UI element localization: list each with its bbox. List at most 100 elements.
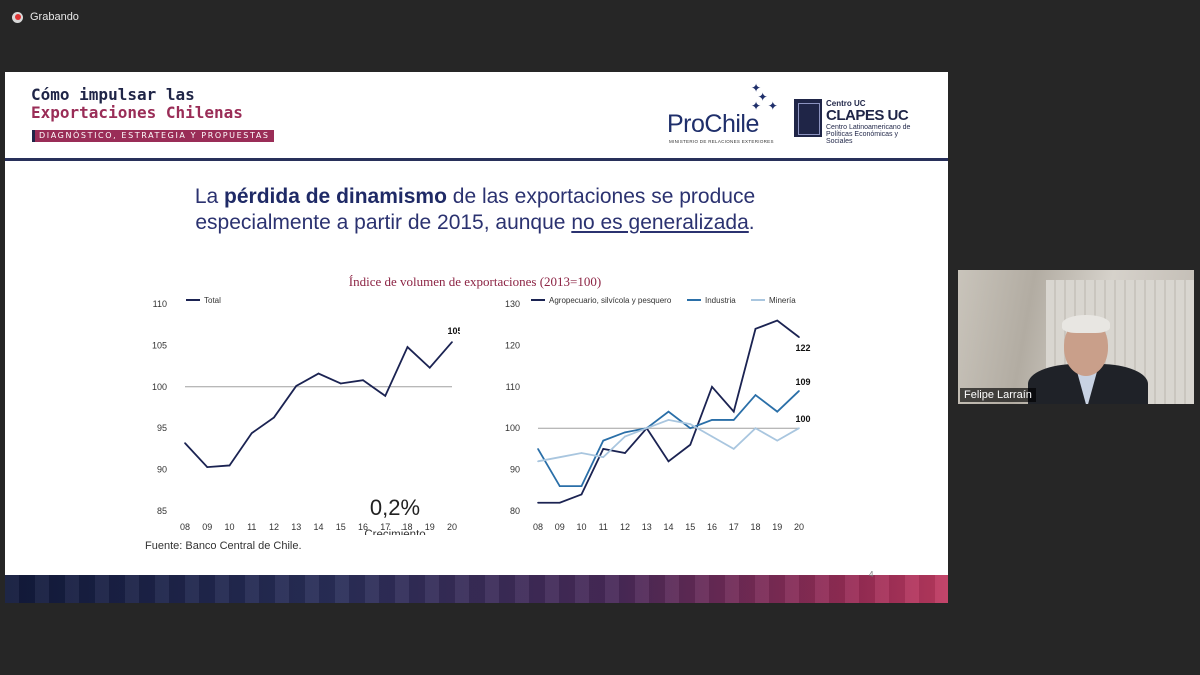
x-tick-label: 19 (772, 522, 782, 532)
data-point (362, 379, 364, 381)
data-point (776, 439, 779, 442)
data-point (580, 452, 583, 454)
legend-label: Total (204, 296, 221, 305)
brand-title: Cómo impulsar las Exportaciones Chilenas (31, 86, 243, 122)
x-tick-label: 13 (291, 522, 301, 532)
data-point (250, 432, 253, 434)
y-tick-label: 90 (510, 465, 520, 475)
recording-label: Grabando (30, 11, 79, 23)
brand-title-line1: Cómo impulsar las (31, 85, 195, 104)
y-tick-label: 80 (510, 506, 520, 516)
data-point (384, 395, 387, 397)
page-number: 4 (869, 570, 874, 579)
clapes-logo: Centro UC CLAPES UC Centro Latinoamerica… (794, 99, 924, 145)
data-point (689, 443, 692, 446)
clapes-emblem-icon (794, 99, 822, 137)
data-point (228, 464, 231, 467)
data-point (711, 435, 713, 438)
x-tick-label: 11 (247, 522, 256, 532)
data-point (624, 435, 626, 438)
sector-chart: 80 90 100 110 120 130 08 09 10 11 12 13 14 15 16 17 18 19… (505, 296, 811, 532)
clapes-description: Centro Latinoamericano de Políticas Econ… (826, 124, 911, 145)
data-point (537, 501, 539, 504)
data-point (798, 390, 800, 392)
data-point (451, 341, 453, 343)
data-point (558, 485, 561, 487)
participant-hair (1062, 315, 1110, 333)
data-point (645, 427, 648, 429)
annotation-value: 0,2% (370, 495, 420, 520)
data-point (602, 448, 605, 450)
data-point (602, 439, 605, 442)
x-tick-label: 09 (555, 522, 565, 532)
participant-video[interactable] (958, 270, 1194, 404)
data-point (184, 442, 186, 444)
x-tick-label: 16 (358, 522, 368, 532)
data-point (689, 427, 692, 429)
end-value-label: 122 (795, 343, 810, 353)
participant-name-label: Felipe Larraín (960, 388, 1036, 402)
x-tick-label: 12 (620, 522, 630, 532)
x-tick-label: 10 (576, 522, 586, 532)
data-point (732, 410, 735, 413)
slide-footer-band (5, 575, 948, 603)
x-tick-label: 18 (750, 522, 760, 532)
source-note: Fuente: Banco Central de Chile. (145, 540, 302, 552)
data-point (624, 452, 626, 454)
slide-headline: La pérdida de dinamismo de las exportaci… (125, 184, 825, 236)
legend-label: Agropecuario, silvícola y pesquero (549, 296, 672, 305)
series-line-0 (184, 341, 453, 469)
chart-title: Índice de volumen de exportaciones (2013… (348, 274, 602, 289)
x-tick-label: 09 (202, 522, 212, 532)
data-point (667, 410, 670, 413)
x-tick-label: 17 (380, 522, 390, 532)
data-point (776, 410, 779, 413)
data-point (273, 416, 275, 419)
legend-label: Minería (769, 296, 796, 305)
data-point (798, 336, 800, 338)
data-point (711, 419, 713, 421)
y-tick-label: 100 (505, 423, 520, 433)
x-tick-label: 16 (707, 522, 717, 532)
x-tick-label: 11 (599, 522, 608, 532)
y-tick-label: 110 (153, 299, 167, 309)
y-tick-label: 105 (152, 340, 167, 350)
x-tick-label: 18 (402, 522, 412, 532)
prochile-subtitle: MINISTERIO DE RELACIONES EXTERIORES (669, 139, 774, 144)
data-point (295, 385, 298, 387)
headline-part3: . (748, 211, 755, 234)
end-value-label: 100 (795, 414, 810, 424)
headline-underlined: no es generalizada (571, 211, 749, 234)
data-point (754, 394, 757, 396)
x-tick-label: 08 (533, 522, 543, 532)
data-point (339, 382, 342, 385)
data-point (537, 460, 539, 463)
data-point (754, 427, 757, 429)
y-tick-label: 95 (157, 423, 167, 433)
data-point (428, 366, 431, 369)
data-point (602, 456, 605, 458)
y-tick-label: 85 (157, 506, 167, 516)
record-icon (12, 11, 23, 23)
data-point (667, 419, 670, 421)
data-point (406, 346, 409, 348)
prochile-name: ProChile (667, 110, 759, 138)
x-tick-label: 15 (685, 522, 695, 532)
x-tick-label: 12 (269, 522, 279, 532)
data-point (558, 501, 561, 504)
data-point (732, 419, 735, 421)
legend-label: Industria (705, 296, 736, 305)
data-point (689, 423, 692, 425)
data-point (798, 427, 800, 429)
headline-part2: de las exportaciones se produce especial… (195, 185, 756, 234)
stars-icon: ✦ ✦ ✦ ✦ (751, 81, 778, 113)
data-point (776, 319, 779, 322)
end-value-label: 109 (795, 377, 810, 387)
data-point (317, 372, 320, 375)
brand-title-line2: Exportaciones Chilenas (31, 103, 243, 122)
data-point (580, 493, 583, 496)
x-tick-label: 17 (729, 522, 739, 532)
x-tick-label: 20 (794, 522, 804, 532)
data-point (667, 460, 670, 463)
data-point (624, 431, 626, 434)
